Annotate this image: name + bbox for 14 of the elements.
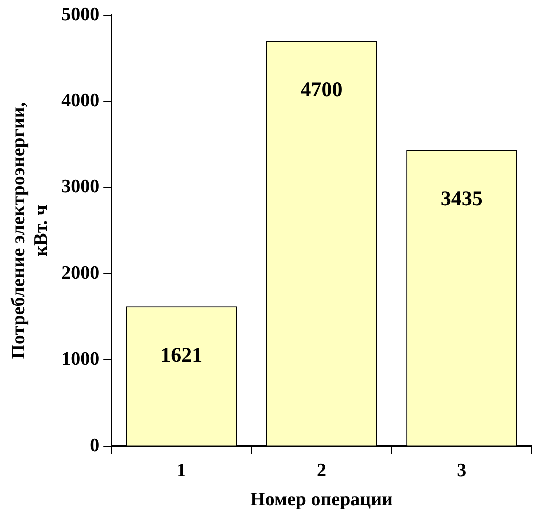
y-tick-label: 2000 bbox=[62, 262, 100, 284]
data-label: 4700 bbox=[300, 78, 343, 102]
x-tick-label: 3 bbox=[457, 460, 467, 482]
y-tick-label: 4000 bbox=[62, 90, 100, 112]
y-tick-label: 0 bbox=[90, 435, 100, 456]
y-tick-label: 5000 bbox=[62, 4, 100, 26]
x-tick-label: 1 bbox=[176, 460, 186, 482]
x-tick-label: 2 bbox=[317, 460, 327, 482]
y-axis-title: Потребление электроэнергии, кВт. ч bbox=[8, 102, 52, 360]
y-tick-label: 3000 bbox=[62, 176, 100, 198]
y-tick-label: 1000 bbox=[62, 349, 100, 370]
data-label: 3435 bbox=[440, 186, 483, 211]
data-label: 1621 bbox=[160, 343, 203, 368]
x-axis-title: Номер операции bbox=[250, 490, 394, 511]
